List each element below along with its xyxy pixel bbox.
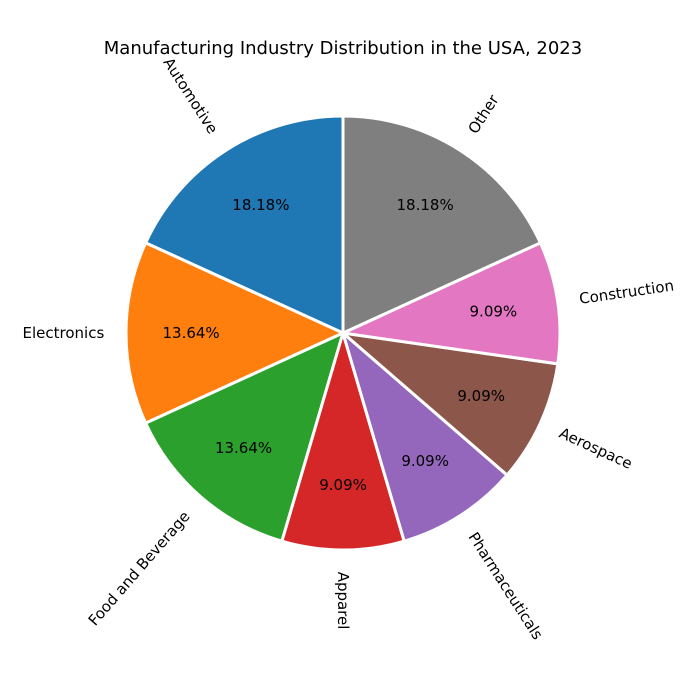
category-label-electronics: Electronics (23, 324, 105, 342)
percent-label-other: 18.18% (397, 196, 454, 214)
percent-label-pharmaceuticals: 9.09% (401, 452, 449, 470)
chart-title: Manufacturing Industry Distribution in t… (104, 38, 582, 59)
pie-slice-electronics (124, 241, 345, 425)
pie-slice-food-and-beverage (144, 331, 345, 543)
percent-label-electronics: 13.64% (162, 324, 219, 342)
percent-label-aerospace: 9.09% (457, 387, 505, 405)
category-label-pharmaceuticals: Pharmaceuticals (465, 529, 547, 643)
pie-slice-aerospace (341, 331, 560, 477)
pie-slices (124, 114, 562, 552)
percent-label-food-and-beverage: 13.64% (215, 439, 272, 457)
pie-slice-apparel (280, 331, 406, 552)
percent-label-apparel: 9.09% (319, 476, 367, 494)
pie-slice-pharmaceuticals (341, 331, 509, 543)
category-label-construction: Construction (578, 276, 675, 307)
category-label-food-and-beverage: Food and Beverage (85, 508, 194, 630)
percent-label-automotive: 18.18% (232, 196, 289, 214)
pie-slice-other (341, 114, 542, 335)
category-label-other: Other (464, 91, 503, 137)
category-label-aerospace: Aerospace (556, 424, 635, 473)
category-label-automotive: Automotive (159, 54, 221, 137)
percent-label-construction: 9.09% (470, 302, 518, 320)
pie-slice-automotive (144, 114, 345, 335)
category-label-apparel: Apparel (334, 572, 352, 630)
pie-slice-construction (341, 241, 562, 366)
